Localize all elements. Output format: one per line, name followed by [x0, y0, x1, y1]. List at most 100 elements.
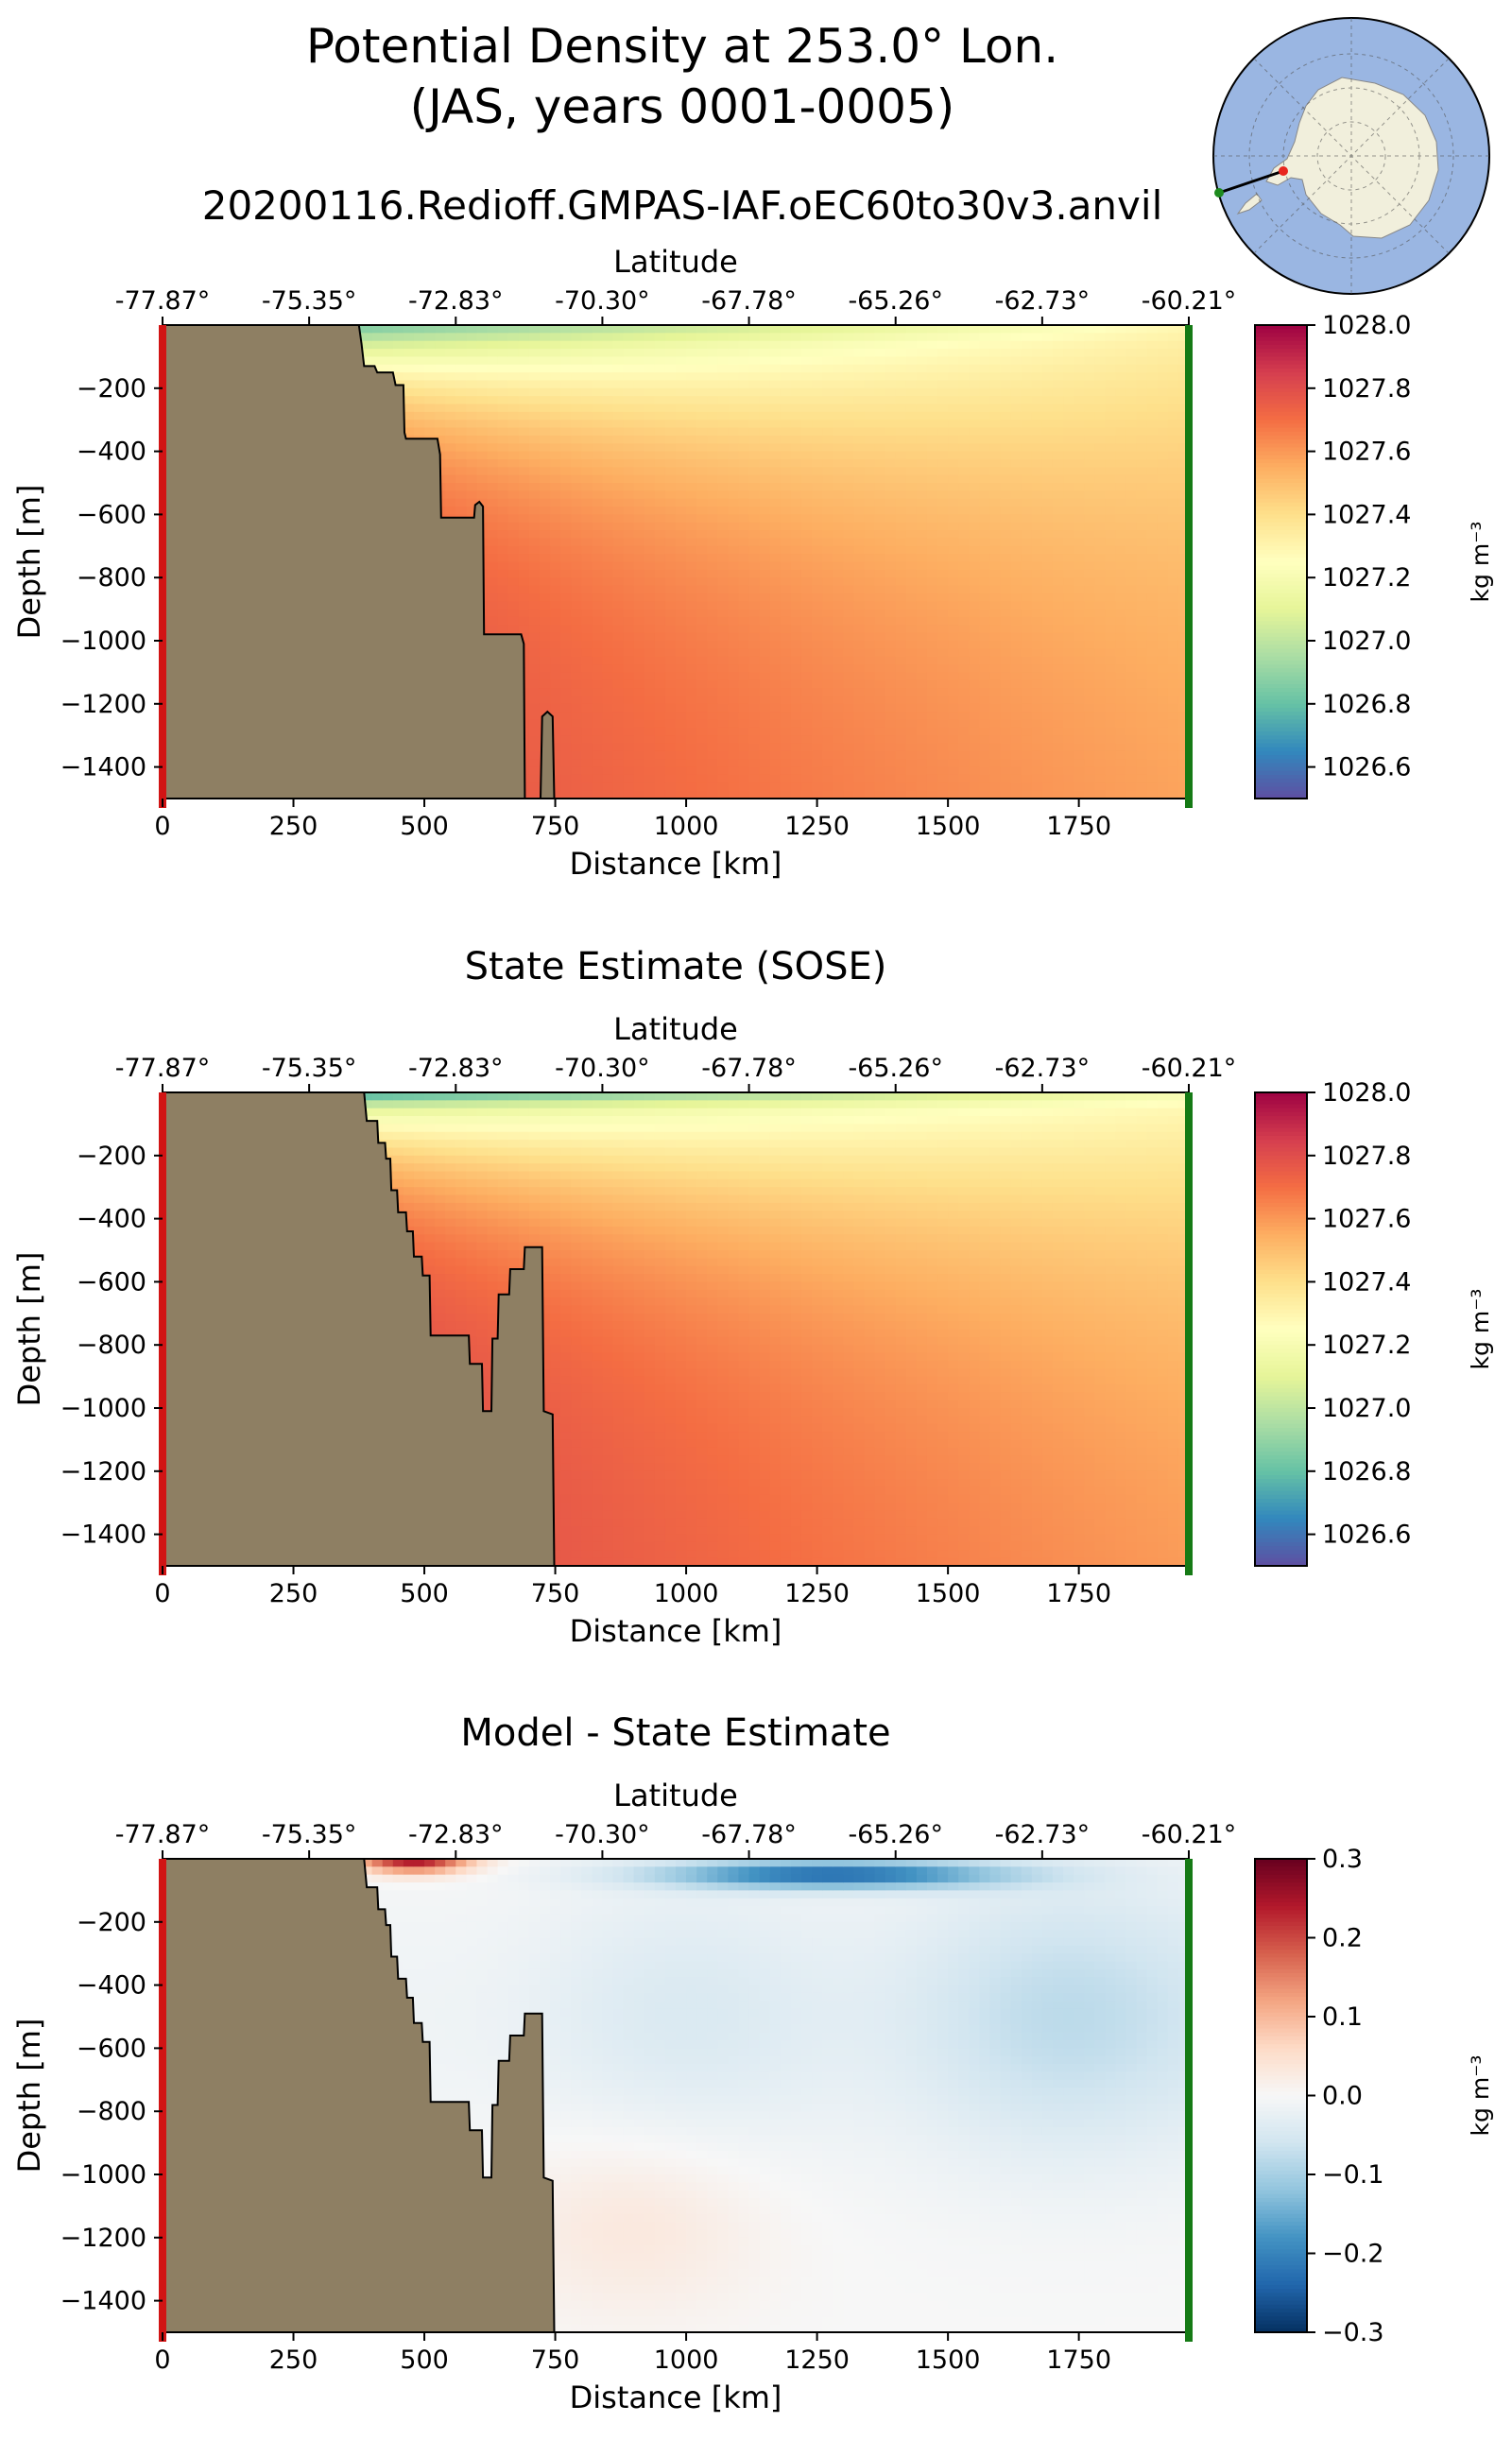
heatmap-cell — [540, 672, 551, 680]
heatmap-cell — [571, 554, 582, 562]
heatmap-cell — [488, 380, 499, 388]
heatmap-cell — [676, 530, 687, 539]
heatmap-cell — [644, 767, 656, 776]
heatmap-cell — [655, 365, 666, 373]
heatmap-cell — [508, 443, 520, 452]
heatmap-cell — [414, 420, 425, 428]
heatmap-cell — [498, 467, 509, 475]
heatmap-cell — [414, 412, 425, 421]
heatmap-cell — [602, 767, 613, 776]
heatmap-cell — [655, 625, 666, 633]
heatmap-cell — [676, 356, 687, 365]
heatmap-cell — [529, 782, 541, 791]
heatmap-cell — [466, 412, 477, 421]
heatmap-cell — [519, 325, 530, 334]
heatmap-cell — [560, 396, 572, 404]
heatmap-cell — [602, 459, 613, 468]
heatmap-cell — [592, 443, 603, 452]
heatmap-cell — [498, 396, 509, 404]
heatmap-cell — [529, 767, 541, 776]
heatmap-cell — [362, 325, 373, 334]
heatmap-cell — [455, 333, 467, 341]
heatmap-cell — [644, 648, 656, 657]
heatmap-cell — [550, 507, 561, 515]
heatmap-cell — [540, 459, 551, 468]
heatmap-cell — [665, 720, 677, 729]
heatmap-cell — [498, 490, 509, 499]
heatmap-cell — [445, 420, 456, 428]
heatmap-cell — [592, 388, 603, 397]
heatmap-cell — [571, 507, 582, 515]
heatmap-cell — [519, 562, 530, 571]
heatmap-cell — [592, 577, 603, 586]
heatmap-cell — [613, 672, 625, 680]
heatmap-cell — [455, 412, 467, 421]
heatmap-cell — [540, 610, 551, 618]
heatmap-cell — [655, 356, 666, 365]
heatmap-cell — [498, 523, 509, 531]
heatmap-cell — [488, 428, 499, 437]
heatmap-cell — [613, 688, 625, 696]
heatmap-cell — [644, 664, 656, 673]
heatmap-cell — [455, 483, 467, 491]
heatmap-cell — [560, 775, 572, 783]
heatmap-cell — [592, 499, 603, 507]
heatmap-cell — [613, 365, 625, 373]
heatmap-cell — [571, 704, 582, 713]
heatmap-cell — [445, 507, 456, 515]
heatmap-cell — [602, 759, 613, 767]
heatmap-cell — [592, 333, 603, 341]
heatmap-cell — [424, 404, 436, 413]
heatmap-cell — [613, 349, 625, 357]
heatmap-cell — [498, 586, 509, 594]
heatmap-cell — [529, 372, 541, 381]
heatmap-cell — [581, 593, 593, 602]
heatmap-cell — [634, 538, 645, 546]
heatmap-cell — [665, 514, 677, 523]
heatmap-cell — [393, 349, 404, 357]
heatmap-cell — [592, 380, 603, 388]
heatmap-cell — [571, 538, 582, 546]
heatmap-cell — [571, 530, 582, 539]
heatmap-cell — [529, 356, 541, 365]
heatmap-cell — [445, 396, 456, 404]
heatmap-cell — [508, 593, 520, 602]
heatmap-cell — [592, 459, 603, 468]
heatmap-cell — [581, 688, 593, 696]
heatmap-cell — [602, 443, 613, 452]
heatmap-cell — [581, 388, 593, 397]
heatmap-cell — [560, 704, 572, 713]
heatmap-cell — [644, 467, 656, 475]
heatmap-cell — [592, 404, 603, 413]
heatmap-cell — [644, 459, 656, 468]
heatmap-cell — [435, 404, 446, 413]
heatmap-cell — [624, 499, 635, 507]
heatmap-cell — [581, 625, 593, 633]
heatmap-cell — [550, 404, 561, 413]
heatmap-cell — [476, 365, 488, 373]
heatmap-cell — [455, 404, 467, 413]
heatmap-cell — [498, 475, 509, 484]
heatmap-cell — [592, 648, 603, 657]
heatmap-cell — [592, 782, 603, 791]
heatmap-cell — [560, 428, 572, 437]
heatmap-cell — [550, 443, 561, 452]
heatmap-cell — [571, 388, 582, 397]
heatmap-cell — [560, 514, 572, 523]
heatmap-cell — [644, 751, 656, 760]
heatmap-cell — [602, 554, 613, 562]
heatmap-cell — [624, 782, 635, 791]
heatmap-cell — [655, 420, 666, 428]
heatmap-cell — [508, 341, 520, 350]
heatmap-cell — [560, 680, 572, 689]
heatmap-cell — [383, 356, 394, 365]
heatmap-cell — [445, 341, 456, 350]
heatmap-cell — [634, 365, 645, 373]
heatmap-cell — [592, 735, 603, 744]
heatmap-cell — [665, 688, 677, 696]
heatmap-cell — [613, 648, 625, 657]
heatmap-cell — [540, 420, 551, 428]
heatmap-cell — [602, 514, 613, 523]
heatmap-cell — [613, 562, 625, 571]
heatmap-cell — [655, 459, 666, 468]
